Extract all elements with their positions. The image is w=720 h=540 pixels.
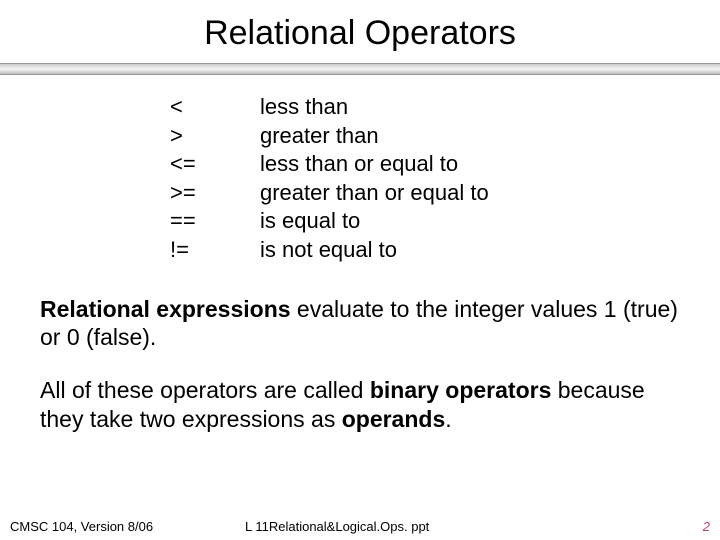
slide-title: Relational Operators: [0, 0, 720, 63]
operator-symbol: ==: [170, 207, 260, 236]
page-number: 2: [670, 519, 710, 534]
paragraph-2: All of these operators are called binary…: [40, 376, 680, 434]
footer-left: CMSC 104, Version 8/06: [10, 519, 245, 534]
para2-pre: All of these operators are called: [40, 377, 370, 403]
table-row: != is not equal to: [170, 236, 680, 265]
table-row: >= greater than or equal to: [170, 179, 680, 208]
para2-bold1: binary operators: [370, 377, 552, 403]
operators-table: < less than > greater than <= less than …: [170, 93, 680, 265]
operator-symbol: <: [170, 93, 260, 122]
operator-desc: is not equal to: [260, 236, 680, 265]
slide-footer: CMSC 104, Version 8/06 L 11Relational&Lo…: [0, 519, 720, 534]
slide-content: < less than > greater than <= less than …: [0, 75, 720, 434]
operator-desc: less than: [260, 93, 680, 122]
operator-symbol: >: [170, 122, 260, 151]
operator-desc: is equal to: [260, 207, 680, 236]
para2-bold2: operands: [342, 406, 446, 432]
operator-desc: greater than: [260, 122, 680, 151]
para2-end: .: [445, 406, 451, 432]
para1-bold: Relational expressions: [40, 296, 291, 322]
operator-desc: less than or equal to: [260, 150, 680, 179]
operator-desc: greater than or equal to: [260, 179, 680, 208]
slide: Relational Operators < less than > great…: [0, 0, 720, 540]
table-row: < less than: [170, 93, 680, 122]
table-row: <= less than or equal to: [170, 150, 680, 179]
title-divider: [0, 63, 720, 75]
table-row: == is equal to: [170, 207, 680, 236]
footer-center: L 11Relational&Logical.Ops. ppt: [245, 519, 670, 534]
paragraph-1: Relational expressions evaluate to the i…: [40, 295, 680, 353]
operator-symbol: >=: [170, 179, 260, 208]
operator-symbol: !=: [170, 236, 260, 265]
table-row: > greater than: [170, 122, 680, 151]
operator-symbol: <=: [170, 150, 260, 179]
